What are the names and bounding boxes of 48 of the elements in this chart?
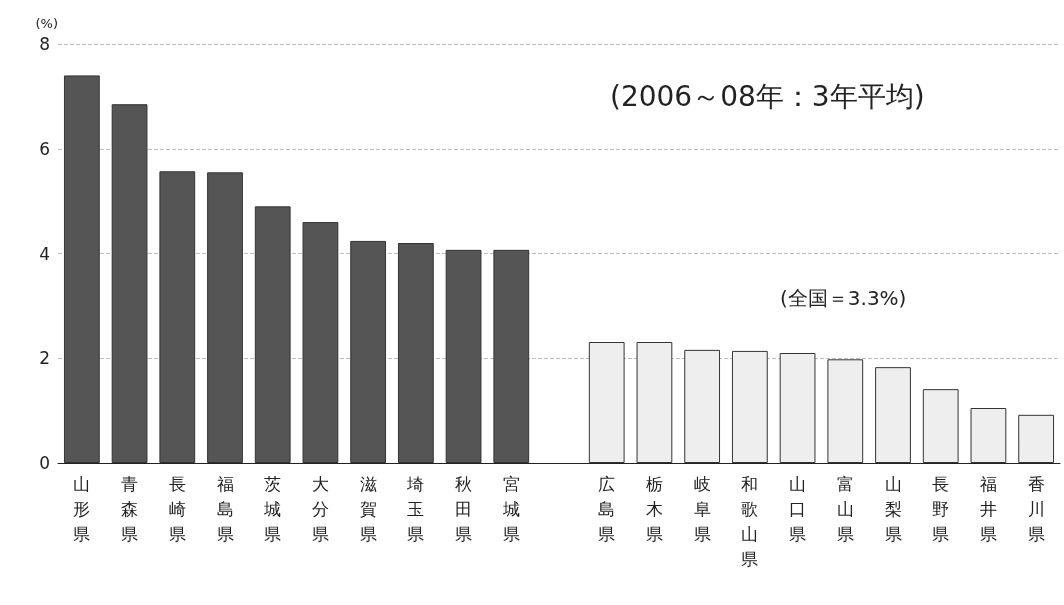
bar [779,353,816,463]
x-tick-label: 長野県 [932,473,950,544]
annotation: (全国＝3.3%) [780,286,907,310]
bar [159,171,196,463]
y-tick-label: 8 [39,34,50,54]
x-tick-label: 福井県 [979,473,997,544]
bar [397,243,434,463]
bar [1018,414,1055,463]
x-tick-label: 和歌山県 [741,473,759,569]
x-tick-label: 広島県 [598,473,616,544]
x-tick-label: 長崎県 [168,473,186,544]
x-tick-label: 山形県 [73,473,91,544]
annotation: (2006～08年：3年平均) [610,79,925,113]
bar [207,172,243,463]
bar [922,389,959,463]
bar [445,249,482,463]
x-tick-label: 香川県 [1027,473,1045,544]
x-tick-label: 富山県 [836,473,854,544]
x-tick-label: 青森県 [121,473,139,544]
y-tick-label: 4 [39,243,50,264]
bar [875,367,911,463]
bar [350,240,387,463]
y-tick-label: 6 [39,138,50,159]
bar [636,342,673,463]
bar [302,222,339,463]
bar [588,342,625,463]
bar [111,104,148,463]
x-tick-label: 栃木県 [645,473,663,544]
x-tick-label: 茨城県 [263,473,282,544]
x-tick-label: 大分県 [311,473,329,544]
y-tick-label: 0 [39,453,50,473]
x-tick-label: 岐阜県 [693,473,711,544]
bar [731,350,768,463]
x-tick-label: 福島県 [216,473,234,544]
x-tick-label: 滋賀県 [359,473,377,544]
bar [827,359,864,463]
x-tick-label: 埼玉県 [406,473,425,544]
y-tick-label: 2 [39,348,50,369]
y-axis-title: (%) [35,16,58,31]
bar [254,206,291,463]
bar [63,75,100,463]
bar [970,408,1007,463]
x-tick-label: 宮城県 [501,473,520,544]
x-tick-label: 山口県 [789,473,807,544]
x-tick-label: 秋田県 [455,473,473,544]
x-tick-label: 山梨県 [884,473,902,544]
bar [684,349,721,463]
bar [493,249,530,463]
